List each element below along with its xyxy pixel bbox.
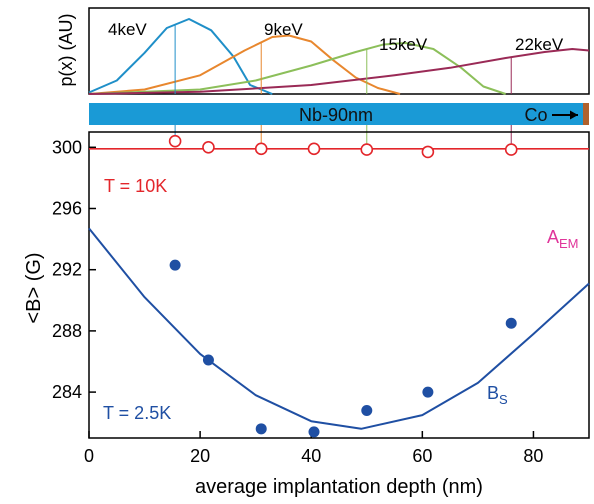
- distribution-panel: 4keV 9keV 15keV 22keV p(x) (AU): [56, 7, 590, 95]
- co-arrow-head-icon: [570, 110, 578, 120]
- nb-layer-label: Nb-90nm: [299, 105, 373, 125]
- layer-bar: Nb-90nm Co: [89, 103, 589, 125]
- point-10k: [202, 141, 215, 154]
- bs-main: B: [487, 383, 499, 403]
- point-10k: [360, 143, 374, 156]
- bs-label: BS: [487, 383, 508, 407]
- t10k-label: T = 10K: [104, 176, 167, 196]
- distribution-curve-22keV: [88, 48, 590, 95]
- point-10k: [307, 142, 321, 156]
- point-2p5k: [422, 386, 434, 398]
- point-10k: [504, 143, 518, 156]
- distribution-labels: 4keV 9keV 15keV 22keV: [108, 20, 564, 54]
- distribution-frame: [88, 7, 590, 95]
- main-frame: [88, 131, 590, 439]
- distribution-curve-15keV: [88, 42, 507, 95]
- point-2p5k: [169, 259, 181, 271]
- ytick-label: 300: [52, 137, 82, 157]
- xtick-label: 80: [523, 446, 543, 466]
- point-2p5k: [505, 317, 517, 329]
- bs-sub: S: [499, 392, 508, 407]
- point-10k: [254, 142, 268, 156]
- xlabel: average implantation depth (nm): [195, 476, 483, 498]
- fit-curve-bs: [88, 227, 590, 430]
- aem-sub: EM: [559, 236, 579, 251]
- xtick-label: 40: [301, 446, 321, 466]
- point-10k: [421, 145, 435, 159]
- aem-label: AEM: [547, 227, 579, 251]
- distribution-curve-4keV: [88, 18, 273, 95]
- point-2p5k: [255, 423, 267, 435]
- distribution-curve-9keV: [88, 34, 401, 95]
- distribution-label-9keV: 9keV: [264, 20, 303, 39]
- aem-main: A: [547, 227, 559, 247]
- distribution-ylabel: p(x) (AU): [56, 14, 76, 87]
- depth-guide-lines: [174, 24, 512, 150]
- distribution-curves: [88, 18, 590, 95]
- data-marks: [88, 134, 590, 438]
- axis-ticks: 0 20 40 60 80 284 288 292 296 300: [52, 137, 544, 466]
- co-layer-bar: [583, 103, 589, 125]
- ytick-label: 292: [52, 260, 82, 280]
- point-10k: [168, 134, 182, 148]
- distribution-label-4keV: 4keV: [108, 20, 147, 39]
- xtick-label: 0: [84, 446, 94, 466]
- point-2p5k: [308, 426, 320, 438]
- co-layer-label: Co: [524, 105, 547, 125]
- xtick-label: 20: [190, 446, 210, 466]
- xtick-label: 60: [412, 446, 432, 466]
- nb-layer-bar: [89, 103, 583, 125]
- ylabel: <B> (G): [23, 252, 45, 323]
- distribution-label-15keV: 15keV: [379, 35, 428, 54]
- t25k-label: T = 2.5K: [103, 403, 171, 423]
- ytick-label: 296: [52, 199, 82, 219]
- ytick-label: 288: [52, 321, 82, 341]
- ytick-label: 284: [52, 382, 82, 402]
- point-2p5k: [202, 354, 214, 366]
- point-2p5k: [361, 404, 373, 416]
- field-panel: 0 20 40 60 80 284 288 292 296 300 <B> (G) average…: [23, 24, 590, 498]
- distribution-label-22keV: 22keV: [515, 35, 564, 54]
